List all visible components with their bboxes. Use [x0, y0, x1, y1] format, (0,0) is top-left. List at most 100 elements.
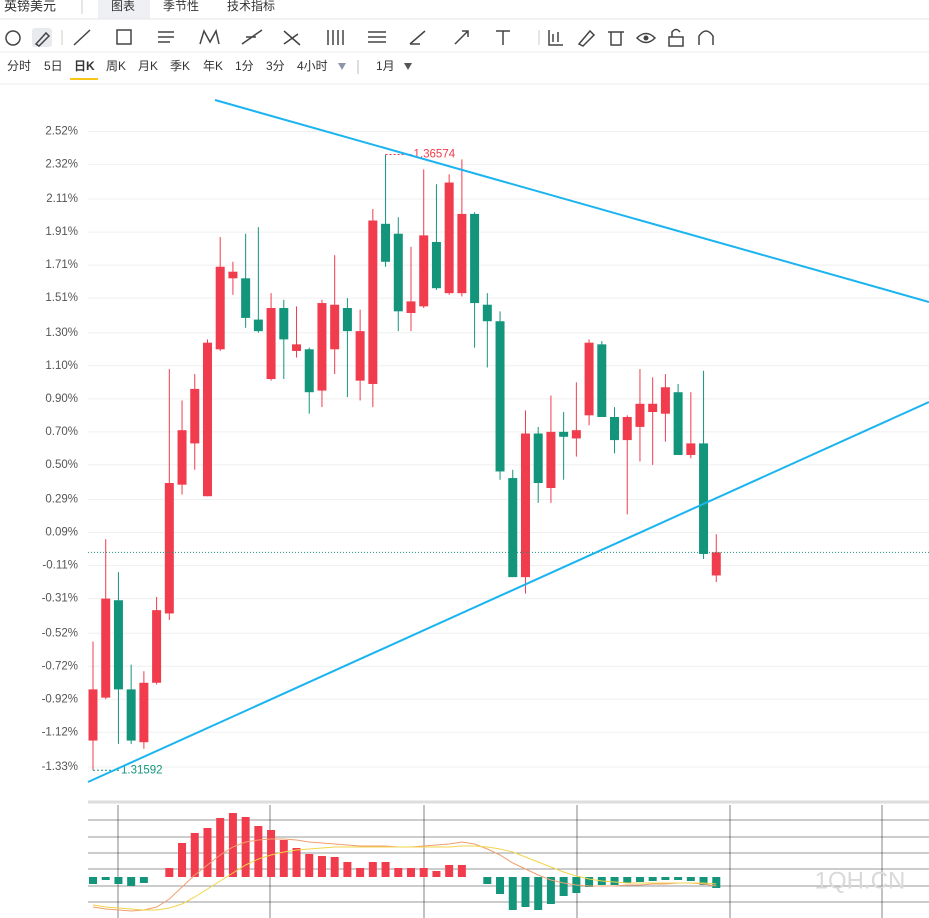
- candle-body: [648, 403, 658, 413]
- candle-body: [597, 344, 607, 417]
- period[interactable]: 5日: [44, 59, 63, 73]
- macd-bar: [279, 840, 288, 877]
- tool-icon[interactable]: [608, 31, 624, 46]
- candle-body: [292, 344, 302, 351]
- dropdown-arrow[interactable]: [404, 63, 412, 70]
- candle-body: [126, 689, 136, 741]
- candle-body: [610, 416, 620, 441]
- y-tick-label: 0.50%: [45, 459, 78, 471]
- macd-bar: [356, 868, 365, 877]
- macd-bar: [394, 868, 403, 877]
- macd-bar: [368, 862, 377, 877]
- tool-icon[interactable]: [158, 31, 174, 43]
- toolbar: [5, 28, 714, 47]
- candle-body: [101, 598, 111, 698]
- y-tick-label: 2.52%: [45, 125, 78, 137]
- macd-bar: [292, 848, 301, 877]
- period[interactable]: 分时: [7, 59, 31, 73]
- period[interactable]: 1月: [376, 59, 395, 73]
- tool-icon[interactable]: [577, 29, 596, 47]
- tool-icon[interactable]: [327, 30, 344, 45]
- macd-bar: [674, 877, 683, 880]
- candle-body: [88, 689, 98, 741]
- macd-bar: [635, 877, 644, 882]
- macd-bar: [585, 877, 594, 887]
- macd-bar: [686, 877, 695, 881]
- y-tick-label: -0.31%: [42, 593, 78, 605]
- tool-icon[interactable]: [283, 30, 301, 46]
- tool-icon[interactable]: [73, 29, 91, 46]
- candle-body: [253, 319, 263, 332]
- y-tick-label: -1.33%: [42, 761, 78, 773]
- period-active[interactable]: 日K: [74, 59, 95, 73]
- candle-body: [152, 610, 162, 683]
- macd-bar: [190, 833, 199, 877]
- macd-bar: [546, 877, 555, 904]
- tool-icon[interactable]: [698, 30, 714, 45]
- candle-body: [673, 392, 683, 455]
- candle-body: [520, 433, 530, 578]
- y-tick-label: 1.71%: [45, 259, 78, 271]
- macd-bar: [457, 865, 466, 877]
- macd-bar: [139, 877, 148, 883]
- macd-bar: [228, 813, 237, 877]
- macd-bar: [317, 856, 326, 877]
- y-tick-label: 2.32%: [45, 158, 78, 170]
- candle-body: [304, 349, 314, 393]
- period[interactable]: 季K: [170, 59, 190, 73]
- tool-icon[interactable]: [5, 30, 21, 46]
- macd-bar: [534, 877, 543, 910]
- candle-body: [508, 478, 518, 578]
- tool-icon[interactable]: [635, 32, 657, 44]
- period[interactable]: 周K: [106, 59, 126, 73]
- candle-body: [317, 303, 327, 391]
- tab[interactable]: 季节性: [163, 0, 199, 13]
- y-tick-label: 1.91%: [45, 226, 78, 238]
- candle-body: [113, 600, 123, 690]
- watermark: 1QH.CN: [815, 867, 906, 894]
- candle-body: [330, 304, 340, 350]
- low-label: 1.31592: [121, 764, 163, 776]
- tool-icon-dot: [643, 35, 649, 41]
- macd-bar: [114, 877, 123, 884]
- macd-bar: [305, 854, 314, 877]
- macd-bar: [521, 877, 530, 907]
- period[interactable]: 3分: [266, 59, 285, 73]
- trendline: [87, 401, 929, 783]
- tool-icon[interactable]: [454, 30, 469, 45]
- macd-bar: [699, 877, 708, 885]
- candle-body: [279, 308, 289, 340]
- period[interactable]: 月K: [138, 59, 158, 73]
- y-tick-label: -0.72%: [42, 660, 78, 672]
- macd-bar: [483, 877, 492, 884]
- candle-body: [202, 342, 212, 497]
- macd-bar: [89, 877, 97, 884]
- tool-icon[interactable]: [496, 30, 510, 45]
- candle-body: [635, 403, 645, 427]
- y-tick-label: 0.70%: [45, 426, 78, 438]
- tool-icon[interactable]: [409, 30, 426, 45]
- y-tick-label: 0.90%: [45, 393, 78, 405]
- dropdown-arrow[interactable]: [338, 63, 346, 70]
- tab[interactable]: 图表: [111, 0, 135, 13]
- macd-bar: [648, 877, 657, 881]
- high-label: 1.36574: [414, 149, 456, 161]
- tool-icon[interactable]: [368, 31, 386, 43]
- period-underline: [70, 78, 98, 80]
- tool-icon[interactable]: [116, 29, 132, 45]
- tool-icon[interactable]: [34, 31, 51, 47]
- tool-icon[interactable]: [668, 28, 684, 47]
- period[interactable]: 1分: [235, 59, 254, 73]
- candle-body: [457, 213, 467, 294]
- tool-icon[interactable]: [241, 29, 263, 45]
- macd-bar: [419, 868, 428, 877]
- candle-body: [686, 443, 696, 455]
- y-tick-label: -0.52%: [42, 627, 78, 639]
- period[interactable]: 4小时: [297, 59, 328, 73]
- period[interactable]: 年K: [203, 59, 223, 73]
- tab[interactable]: 技术指标: [227, 0, 275, 13]
- y-tick-label: 1.30%: [45, 327, 78, 339]
- candle-body: [419, 235, 429, 307]
- tool-icon[interactable]: [199, 28, 220, 45]
- tool-icon[interactable]: [548, 30, 563, 46]
